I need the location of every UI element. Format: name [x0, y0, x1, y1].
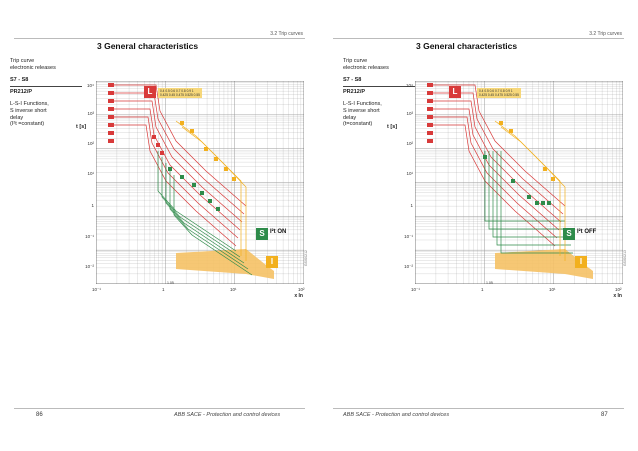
setting-markers: [427, 83, 555, 205]
i2t-state-label: I²t OFF: [577, 229, 597, 235]
y-tick: 1: [410, 203, 413, 208]
x-mark: 1.05: [167, 281, 174, 285]
header-rule: [14, 38, 305, 39]
x-mark: 1.05: [486, 281, 493, 285]
y-tick: 10³: [87, 111, 94, 116]
x-tick: 10²: [298, 287, 305, 292]
vertical-code: GSIS0213: [623, 250, 627, 267]
settings-box: 0.4 0.5 0.6 0.7 0.8 0.9 1 0.425 0.45 0.47…: [477, 88, 521, 98]
function-i-badge: I: [575, 256, 587, 268]
i-curves: [494, 120, 566, 261]
trip-curve-chart: [96, 81, 304, 284]
function-i-badge: I: [266, 256, 278, 268]
section-tag: 3.2 Trip curves: [270, 31, 303, 37]
chapter-title: 3 General characteristics: [416, 41, 518, 51]
y-tick: 10⁻²: [404, 264, 413, 269]
y-tick: 10⁻¹: [404, 234, 413, 239]
footer-rule: [14, 408, 305, 409]
y-tick: 10⁴: [406, 83, 413, 88]
trip-curve-chart: [415, 81, 623, 284]
x-tick: 10⁻¹: [411, 287, 420, 292]
side-release: PR212/P: [10, 88, 33, 95]
footer-text: ABB SACE - Protection and control device…: [174, 412, 281, 418]
side-line1: Trip curve: [343, 58, 368, 64]
y-tick: 10⁻¹: [85, 234, 94, 239]
right-page: 3.2 Trip curves 3 General characteristic…: [319, 0, 638, 451]
page-number: 86: [36, 412, 43, 418]
i-curves: [175, 120, 247, 261]
t-axis-label: t [s]: [76, 124, 87, 130]
side-func2: S inverse short: [10, 107, 47, 114]
x-unit-label: x In: [294, 293, 303, 299]
side-func1: L-S-I Functions,: [343, 101, 382, 108]
x-tick: 1: [481, 287, 484, 292]
settings-box: 0.4 0.5 0.6 0.7 0.8 0.9 1 0.425 0.45 0.47…: [158, 88, 202, 98]
side-description: Trip curve electronic releases S7 - S8 P…: [10, 58, 90, 128]
y-tick: 10¹: [87, 171, 94, 176]
side-func3: delay: [10, 114, 24, 121]
side-model: S7 - S8: [343, 77, 362, 84]
side-release: PR212/P: [343, 88, 366, 95]
x-tick: 10¹: [230, 287, 237, 292]
i-band: [176, 249, 274, 279]
side-model: S7 - S8: [10, 77, 29, 84]
vertical-code: GSIS0212: [304, 250, 308, 267]
side-func2: S inverse short: [343, 107, 380, 114]
l-curves: [429, 84, 566, 247]
y-tick: 1: [91, 203, 94, 208]
t-axis-label: t [s]: [387, 124, 398, 130]
chapter-title: 3 General characteristics: [97, 41, 199, 51]
x-unit-label: x In: [613, 293, 622, 299]
y-tick: 10³: [406, 111, 413, 116]
y-tick: 10²: [87, 141, 94, 146]
i2t-state-label: I²t ON: [270, 229, 287, 235]
function-l-badge: L: [449, 86, 461, 98]
function-l-badge: L: [144, 86, 156, 98]
side-func1: L-S-I Functions,: [10, 101, 49, 108]
y-tick: 10¹: [406, 171, 413, 176]
header-rule: [333, 38, 624, 39]
side-line2: electronic releases: [343, 64, 389, 71]
x-tick: 10¹: [549, 287, 556, 292]
section-tag: 3.2 Trip curves: [589, 31, 622, 37]
side-func4: (I²t =constant): [10, 121, 45, 128]
function-s-badge: S: [563, 228, 575, 240]
footer-rule: [333, 408, 624, 409]
s-curves: [484, 151, 573, 254]
setting-markers: [108, 83, 236, 211]
x-tick: 1: [162, 287, 165, 292]
side-line2: electronic releases: [10, 64, 56, 71]
page-number: 87: [601, 412, 608, 418]
footer-text: ABB SACE - Protection and control device…: [343, 412, 450, 418]
side-func4: (t=constant): [343, 121, 373, 128]
left-page: 3.2 Trip curves 3 General characteristic…: [10, 31, 308, 418]
y-tick: 10²: [406, 141, 413, 146]
s-curves: [157, 151, 253, 276]
y-tick: 10⁻²: [85, 264, 94, 269]
y-tick: 10⁴: [87, 83, 94, 88]
function-s-badge: S: [256, 228, 268, 240]
x-tick: 10⁻¹: [92, 287, 101, 292]
x-tick: 10²: [615, 287, 622, 292]
side-func3: delay: [343, 114, 357, 121]
side-line1: Trip curve: [10, 58, 35, 64]
i-band: [495, 249, 593, 279]
side-description: Trip curve electronic releases S7 - S8 P…: [343, 58, 423, 128]
